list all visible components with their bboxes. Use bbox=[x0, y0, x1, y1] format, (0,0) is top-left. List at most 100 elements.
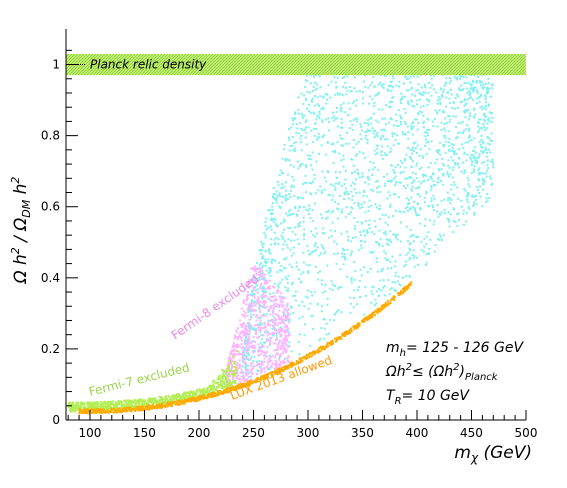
scatter-point bbox=[270, 212, 273, 215]
scatter-point bbox=[209, 395, 212, 398]
scatter-point bbox=[349, 302, 352, 305]
scatter-point bbox=[252, 347, 255, 350]
scatter-point bbox=[280, 172, 283, 175]
scatter-point bbox=[339, 268, 342, 271]
scatter-point bbox=[387, 258, 390, 261]
scatter-point bbox=[304, 126, 307, 129]
scatter-point bbox=[82, 402, 85, 405]
scatter-point bbox=[384, 129, 387, 132]
scatter-point bbox=[320, 304, 323, 307]
scatter-point bbox=[218, 390, 221, 393]
scatter-point bbox=[217, 381, 220, 384]
scatter-point bbox=[243, 346, 246, 349]
scatter-point bbox=[110, 400, 113, 403]
scatter-point bbox=[396, 238, 399, 241]
scatter-point bbox=[280, 301, 283, 304]
scatter-point bbox=[282, 221, 285, 224]
scatter-point bbox=[404, 207, 407, 210]
scatter-point bbox=[465, 220, 468, 223]
scatter-point bbox=[106, 409, 109, 412]
scatter-point bbox=[253, 289, 256, 292]
scatter-point bbox=[292, 123, 295, 126]
scatter-point bbox=[308, 204, 311, 207]
scatter-point bbox=[206, 387, 209, 390]
scatter-point bbox=[321, 119, 324, 122]
scatter-point bbox=[293, 147, 296, 150]
scatter-point bbox=[221, 391, 224, 394]
scatter-point bbox=[417, 186, 420, 189]
scatter-point bbox=[419, 208, 422, 211]
scatter-point bbox=[130, 410, 133, 413]
scatter-point bbox=[245, 374, 248, 377]
scatter-point bbox=[302, 271, 305, 274]
scatter-point bbox=[453, 150, 456, 153]
scatter-point bbox=[242, 361, 245, 364]
scatter-point bbox=[284, 340, 287, 343]
scatter-point bbox=[479, 127, 482, 130]
scatter-point bbox=[273, 238, 276, 241]
scatter-point bbox=[267, 319, 270, 322]
scatter-point bbox=[330, 143, 333, 146]
scatter-point bbox=[79, 408, 82, 411]
scatter-point bbox=[369, 251, 372, 254]
scatter-point bbox=[424, 138, 427, 141]
scatter-point bbox=[287, 356, 290, 359]
scatter-point bbox=[420, 93, 423, 96]
scatter-point bbox=[280, 321, 283, 324]
scatter-point bbox=[244, 349, 247, 352]
scatter-point bbox=[82, 403, 85, 406]
scatter-point bbox=[93, 406, 96, 409]
scatter-point bbox=[341, 334, 344, 337]
scatter-point bbox=[408, 247, 411, 250]
scatter-point bbox=[413, 255, 416, 258]
scatter-point bbox=[394, 265, 397, 268]
scatter-point bbox=[248, 306, 251, 309]
scatter-point bbox=[257, 276, 260, 279]
scatter-point bbox=[347, 102, 350, 105]
scatter-point bbox=[266, 334, 269, 337]
scatter-point bbox=[400, 92, 403, 95]
scatter-point bbox=[272, 303, 275, 306]
scatter-point bbox=[239, 345, 242, 348]
scatter-point bbox=[462, 130, 465, 133]
scatter-point bbox=[217, 384, 220, 387]
scatter-point bbox=[267, 372, 270, 375]
scatter-point bbox=[421, 173, 424, 176]
scatter-point bbox=[460, 199, 463, 202]
scatter-point bbox=[93, 411, 96, 414]
scatter-point bbox=[378, 243, 381, 246]
scatter-point bbox=[418, 91, 421, 94]
scatter-point bbox=[294, 294, 297, 297]
scatter-point bbox=[274, 242, 277, 245]
scatter-point bbox=[357, 140, 360, 143]
scatter-point bbox=[375, 180, 378, 183]
scatter-point bbox=[397, 108, 400, 111]
scatter-point bbox=[163, 401, 166, 404]
scatter-point bbox=[218, 384, 221, 387]
scatter-point bbox=[417, 180, 420, 183]
scatter-point bbox=[301, 129, 304, 132]
scatter-point bbox=[459, 74, 462, 77]
scatter-point bbox=[464, 141, 467, 144]
scatter-point bbox=[232, 366, 235, 369]
x-tick-label: 100 bbox=[79, 426, 102, 440]
scatter-point bbox=[313, 127, 316, 130]
scatter-point bbox=[297, 108, 300, 111]
scatter-point bbox=[452, 159, 455, 162]
scatter-point bbox=[345, 206, 348, 209]
scatter-point bbox=[483, 106, 486, 109]
scatter-point bbox=[442, 174, 445, 177]
scatter-point bbox=[304, 98, 307, 101]
scatter-point bbox=[488, 143, 491, 146]
scatter-point bbox=[100, 401, 103, 404]
scatter-point bbox=[225, 368, 228, 371]
scatter-point bbox=[300, 357, 303, 360]
scatter-point bbox=[87, 406, 90, 409]
scatter-point bbox=[247, 324, 250, 327]
scatter-point bbox=[422, 126, 425, 129]
scatter-point bbox=[283, 360, 286, 363]
scatter-point bbox=[364, 130, 367, 133]
scatter-point bbox=[210, 384, 213, 387]
scatter-point bbox=[376, 312, 379, 315]
scatter-point bbox=[242, 310, 245, 313]
